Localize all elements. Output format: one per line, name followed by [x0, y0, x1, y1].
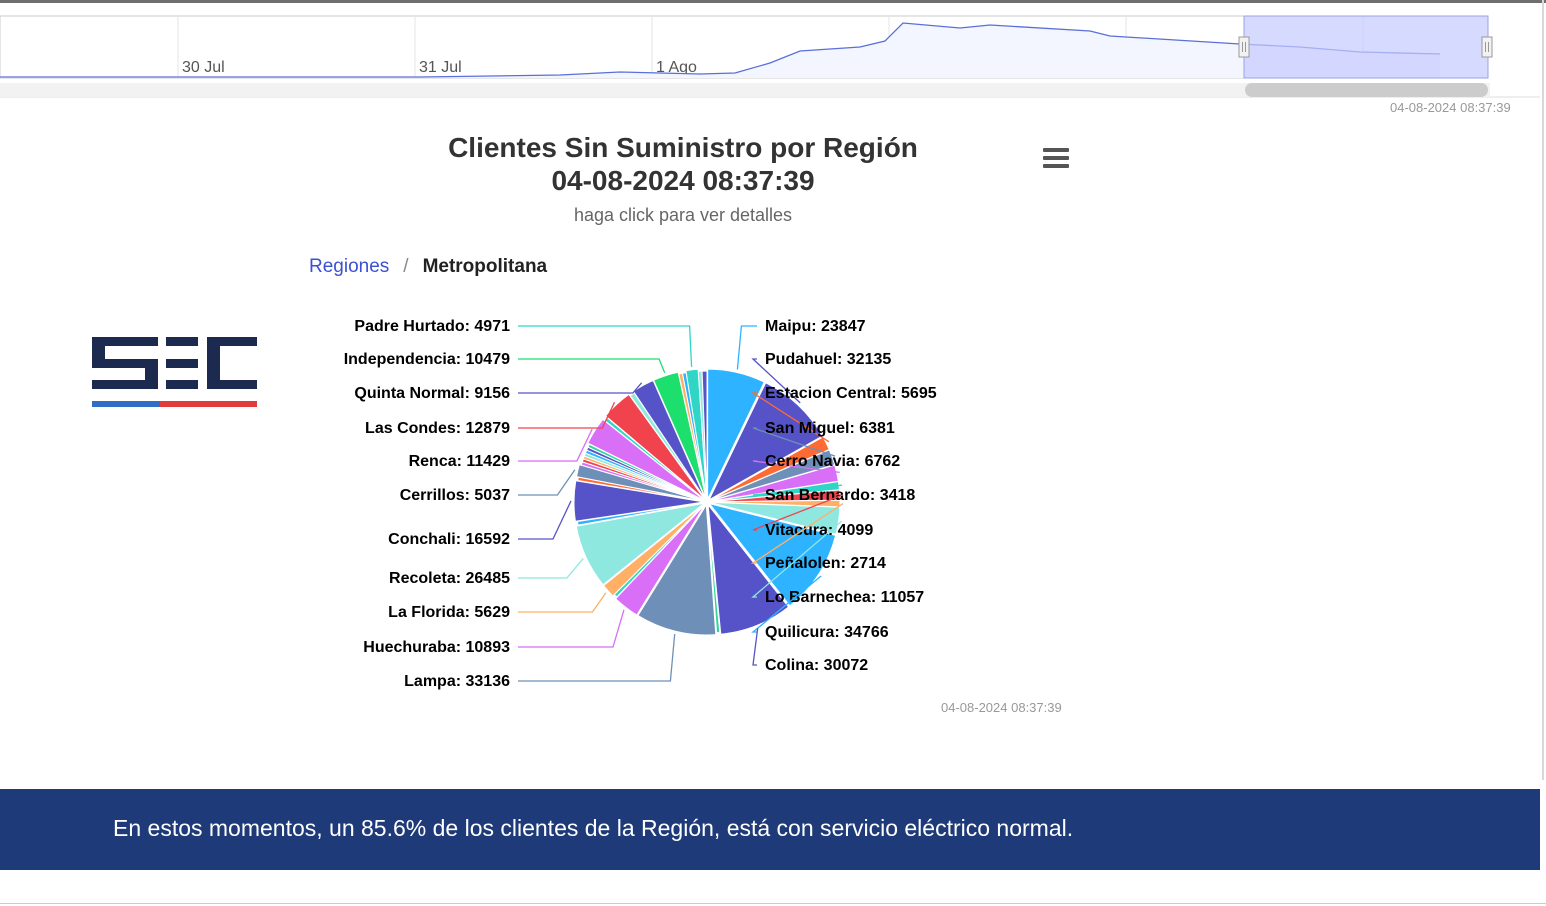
pie-data-label[interactable]: Quilicura: 34766 [765, 624, 889, 641]
pie-data-label[interactable]: Padre Hurtado: 4971 [354, 318, 510, 335]
pie-connector [752, 460, 840, 474]
pie-data-label[interactable]: Vitacura: 4099 [765, 522, 873, 539]
pie-data-label[interactable]: San Miguel: 6381 [765, 420, 895, 437]
status-banner-text: En estos momentos, un 85.6% de los clien… [113, 815, 1074, 841]
scrollbar-thumb[interactable] [1245, 83, 1488, 97]
chart-panel: Clientes Sin Suministro por Región 04-08… [283, 118, 1083, 723]
pie-connector [518, 592, 607, 613]
navigator-date-label: 31 Jul [419, 59, 462, 76]
pie-data-label[interactable]: Maipu: 23847 [765, 318, 866, 335]
right-border [1542, 0, 1544, 780]
sec-logo [92, 337, 257, 407]
pie-slice[interactable] [701, 370, 708, 502]
pie-connector [518, 382, 643, 394]
pie-chart[interactable]: Maipu: 23847 Pudahuel: 32135 Estacion Cent… [283, 118, 1083, 723]
pie-slice[interactable] [707, 368, 765, 500]
pie-connector [752, 494, 844, 531]
pie-slice[interactable] [637, 503, 717, 636]
top-border [0, 0, 1546, 3]
pie-data-label[interactable]: Lo Barnechea: 11057 [765, 589, 924, 606]
pie-connector [518, 428, 593, 462]
pie-connector [736, 325, 757, 370]
pie-connector [518, 634, 676, 682]
pie-connector [752, 484, 843, 496]
pie-connector [750, 503, 844, 564]
pie-data-label[interactable]: Cerro Navia: 6762 [765, 453, 900, 470]
pie-connector [751, 358, 801, 404]
navigator-handle-right[interactable] [1481, 36, 1493, 58]
pie-slice[interactable] [614, 504, 706, 616]
navigator-date-label: 30 Jul [182, 59, 225, 76]
pie-data-label[interactable]: Cerrillos: 5037 [400, 487, 510, 504]
pie-slice[interactable] [573, 480, 705, 522]
pie-connector [752, 427, 836, 457]
navigator-selected-range[interactable] [1243, 15, 1489, 79]
pie-slice[interactable] [575, 502, 705, 586]
pie-data-label[interactable]: Colina: 30072 [765, 657, 868, 674]
breadcrumb-link-regiones[interactable]: Regiones [309, 256, 390, 277]
pie-data-label[interactable]: Pudahuel: 32135 [765, 351, 891, 368]
pie-slice[interactable] [604, 393, 706, 501]
pie-data-label[interactable]: Las Condes: 12879 [365, 420, 510, 437]
pie-connector [518, 325, 693, 367]
pie-slice[interactable] [709, 501, 841, 535]
pie-slice[interactable] [576, 501, 707, 526]
pie-connector [751, 520, 843, 598]
pie-connector [750, 392, 830, 443]
bottom-border [0, 903, 1546, 904]
pie-slice[interactable] [602, 503, 706, 597]
pie-labels: Maipu: 23847 Pudahuel: 32135 Estacion Cent… [344, 318, 937, 690]
pie-data-label[interactable]: Peñalolen: 2714 [765, 555, 886, 572]
chart-subtitle: haga click para ver detalles [573, 205, 793, 225]
pie-connector [751, 575, 822, 633]
breadcrumb-current: Metropolitana [422, 256, 548, 277]
pie-connector [518, 358, 666, 373]
breadcrumb-separator: / [403, 256, 409, 277]
chart-timestamp: 04-08-2024 08:37:39 [941, 700, 1062, 715]
navigator-date-label: 1 Ago [656, 59, 697, 76]
pie-slice[interactable] [706, 502, 721, 634]
chart-title-timestamp: 04-08-2024 08:37:39 [551, 165, 815, 196]
pie-slice[interactable] [707, 503, 790, 635]
navigator-timestamp: 04-08-2024 08:37:39 [1390, 100, 1511, 115]
pie-connector [518, 500, 572, 540]
navigator-handle-left[interactable] [1238, 36, 1250, 58]
chart-title: Clientes Sin Suministro por Región [448, 132, 918, 163]
pie-connector [518, 609, 625, 648]
pie-data-label[interactable]: La Florida: 5629 [388, 604, 510, 621]
pie-slice[interactable] [707, 382, 824, 502]
status-banner: En estos momentos, un 85.6% de los clien… [0, 789, 1540, 870]
hamburger-menu-icon[interactable] [1038, 144, 1074, 176]
pie-slice[interactable] [652, 371, 707, 500]
pie-data-label[interactable]: Lampa: 33136 [404, 673, 510, 690]
pie-data-label[interactable]: Quinta Normal: 9156 [354, 385, 510, 402]
pie-connector [518, 469, 576, 496]
navigator-series-area [0, 23, 1440, 78]
pie-connector [518, 557, 584, 579]
pie-data-label[interactable]: Conchali: 16592 [388, 531, 510, 548]
pie-data-label[interactable]: Renca: 11429 [409, 453, 511, 470]
pie-data-label[interactable]: Recoleta: 26485 [389, 570, 510, 587]
pie-data-label[interactable]: Estacion Central: 5695 [765, 385, 937, 402]
scrollbar-track[interactable] [0, 83, 1490, 97]
pie-data-label[interactable]: Independencia: 10479 [344, 351, 510, 368]
pie-slice[interactable] [587, 418, 705, 501]
pie-slice[interactable] [685, 368, 708, 500]
pie-data-label[interactable]: Huechuraba: 10893 [363, 639, 510, 656]
breadcrumb: Regiones / Metropolitana [309, 256, 547, 278]
pie-slice[interactable] [632, 379, 707, 500]
pie-connector [752, 628, 759, 666]
pie-connector [518, 402, 616, 429]
